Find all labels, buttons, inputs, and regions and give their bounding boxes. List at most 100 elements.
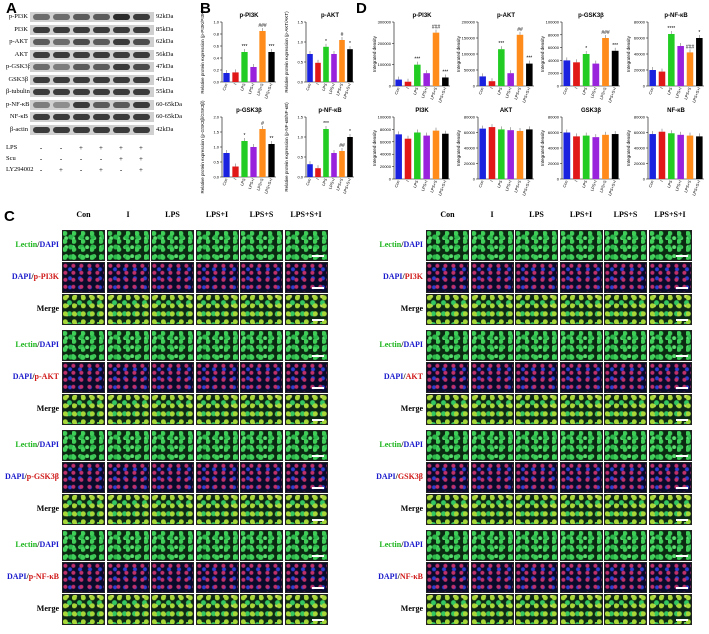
scale-bar (311, 355, 324, 357)
x-tick-label: I (405, 87, 410, 90)
row-label-part: DAPI (39, 240, 59, 249)
scale-bar (311, 487, 324, 489)
y-axis-label: Integrated density (372, 129, 377, 166)
micrograph-image (62, 430, 105, 461)
row-label-part: / (403, 372, 406, 381)
blot-band (33, 64, 50, 70)
micrograph-image (106, 594, 150, 625)
y-tick-label: 0 (473, 177, 476, 182)
y-tick-label: 150000 (462, 36, 476, 41)
scale-bar (311, 419, 324, 421)
x-tick-label: LPS+I (420, 87, 428, 99)
scale-bar (311, 255, 324, 257)
x-tick-label: LPS+I (589, 87, 597, 99)
x-tick-label: LPS+S+I (521, 87, 531, 104)
blot-band (73, 39, 90, 45)
row-label-part: / (24, 472, 27, 481)
micrograph-image (470, 330, 514, 361)
micrograph-image (604, 494, 647, 525)
y-tick-label: 80000 (548, 32, 560, 37)
chart-title: p-PI3K (412, 13, 432, 19)
bar (432, 32, 440, 86)
x-tick-label: I (315, 83, 320, 86)
micrograph-image (604, 294, 647, 325)
row-label: DAPI/p-GSK3β (2, 472, 59, 481)
blot-band (53, 76, 70, 83)
micrograph-image (515, 530, 558, 561)
row-label-part: DAPI (403, 440, 423, 449)
bar (488, 81, 496, 86)
y-axis-label: Integrated density (626, 35, 631, 72)
micrograph-image (604, 462, 647, 493)
micrograph-image (284, 362, 328, 393)
y-tick-label: 0 (643, 84, 646, 89)
micrograph-image (284, 462, 328, 493)
micrograph-image (62, 362, 105, 393)
row-label-part: / (397, 572, 400, 581)
x-tick-label: LPS+S+I (263, 178, 273, 195)
x-tick-label: LPS (496, 86, 503, 95)
western-blot-panel: p-PI3K 92kDa PI3K 85kDa p-AKT 62kDa AKT 56kDa p-… (6, 12, 196, 202)
blot-band (133, 39, 150, 45)
micrograph-image (151, 562, 194, 593)
row-label-part: / (401, 240, 404, 249)
blot-band (133, 26, 150, 33)
row-label-part: DAPI (39, 440, 59, 449)
bar (268, 144, 275, 177)
row-label-part: Merge (36, 304, 59, 313)
blot-strip (30, 112, 154, 122)
blot-label: GSK3β (8, 75, 28, 83)
x-tick-label: Con (221, 178, 228, 187)
y-tick-label: 50000 (464, 68, 476, 73)
x-tick-label: LPS+S (598, 86, 607, 100)
micrograph-image (426, 462, 469, 493)
micrograph-image (151, 330, 194, 361)
x-tick-label: LPS (666, 179, 673, 188)
blot-band (93, 114, 110, 120)
micrograph-image (62, 294, 105, 325)
bar (479, 76, 486, 86)
bar (223, 153, 230, 177)
significance-mark: * (349, 129, 351, 135)
y-axis-label: Relative protein expression (p-GSK3β/GSK… (200, 100, 205, 193)
bar (507, 130, 514, 179)
blot-band (113, 14, 130, 20)
blot-band (73, 89, 90, 95)
bar (516, 34, 524, 86)
bar (668, 133, 675, 179)
bar-chart: p-PI3K Relative protein expression (p-PI3… (200, 10, 278, 99)
chart-title: AKT (500, 108, 513, 114)
scale-bar (311, 587, 324, 589)
bar (347, 49, 353, 82)
micrograph-image (515, 562, 558, 593)
bar (250, 147, 257, 177)
row-label-part: DAPI (12, 372, 33, 381)
blot-label: NF-κB (9, 113, 28, 120)
x-tick-label: LPS+S (683, 179, 692, 193)
y-tick-label: 1.0 (297, 40, 303, 45)
chart-svg: p-AKT Integrated density 0 50000 100000 15000… (456, 13, 534, 104)
row-label-part: Merge (400, 504, 423, 513)
chart-svg: p-PI3K Relative protein expression (p-PI3… (200, 10, 276, 99)
bar (259, 129, 266, 177)
bar (677, 134, 684, 179)
y-tick-label: 0 (389, 84, 392, 89)
micrograph-image (240, 262, 283, 293)
bar (658, 131, 666, 179)
x-tick-label: LPS+S (513, 179, 522, 193)
bar (592, 63, 600, 86)
significance-mark: # (261, 121, 264, 127)
micrograph-image (195, 562, 239, 593)
significance-mark: * (244, 133, 246, 139)
column-header: I (490, 210, 494, 219)
micrograph-image (151, 230, 194, 261)
blot-band (113, 39, 130, 45)
x-tick-label: LPS (239, 177, 246, 186)
y-tick-label: 0 (557, 177, 560, 182)
micrograph-image (106, 330, 150, 361)
row-label: Merge (2, 604, 59, 613)
row-label-part: Lectin (379, 340, 402, 349)
bar-chart: p-AKT Relative protein expression (p-AKT/… (284, 10, 356, 99)
micrograph-image (604, 362, 647, 393)
blot-label: PI3K (14, 25, 28, 33)
